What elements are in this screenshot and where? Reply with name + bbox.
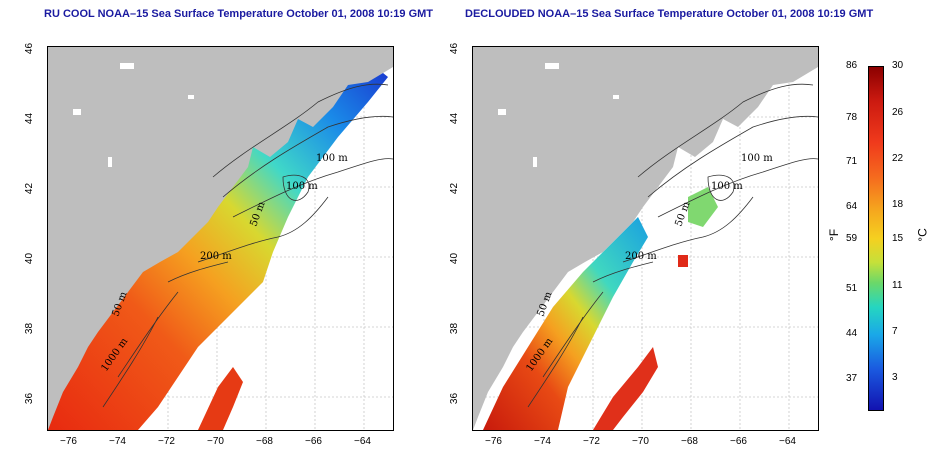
celsius-unit-label: °C: [915, 228, 930, 242]
x-tick-label: −68: [256, 436, 273, 447]
y-tick-label: 40: [24, 252, 36, 265]
celsius-tick: 18: [892, 199, 904, 210]
celsius-tick: 3: [892, 372, 898, 383]
celsius-tick: 30: [892, 60, 904, 71]
y-tick-label: 44: [449, 112, 461, 125]
y-tick-label: 38: [24, 322, 36, 335]
warm-eddy: [678, 255, 688, 267]
x-tick-label: −68: [681, 436, 698, 447]
fahrenheit-tick: 37: [846, 373, 858, 384]
contour-label-100m-north: 100 m: [741, 153, 773, 164]
temperature-colorbar: [868, 66, 884, 411]
lakes: [73, 63, 194, 167]
y-tick-label: 46: [24, 42, 36, 55]
x-tick-label: −72: [158, 436, 175, 447]
celsius-tick: 22: [892, 153, 904, 164]
offshore-warm-streak: [593, 347, 658, 430]
y-tick-label: 38: [449, 322, 461, 335]
left-map-title: RU COOL NOAA–15 Sea Surface Temperature …: [44, 8, 434, 20]
x-tick-label: −66: [730, 436, 747, 447]
raw-sst-map: 100 m 100 m 50 m 200 m 50 m 1000 m: [47, 46, 394, 431]
land-mass: [473, 47, 818, 430]
contour-label-200m: 200 m: [625, 251, 657, 262]
x-tick-label: −70: [207, 436, 224, 447]
x-tick-label: −70: [632, 436, 649, 447]
fahrenheit-tick: 64: [846, 201, 858, 212]
celsius-tick: 15: [892, 233, 904, 244]
x-tick-label: −76: [60, 436, 77, 447]
fahrenheit-tick: 51: [846, 283, 858, 294]
gulf-of-maine-patch: [688, 187, 718, 227]
bathymetry-contours: [527, 83, 818, 408]
sst-swath: [483, 217, 648, 430]
y-tick-label: 36: [449, 392, 461, 405]
x-tick-label: −74: [534, 436, 551, 447]
fahrenheit-unit-label: °F: [827, 228, 842, 242]
contour-label-100m-north: 100 m: [316, 153, 348, 164]
x-tick-label: −64: [354, 436, 371, 447]
contour-label-100m: 100 m: [711, 181, 743, 192]
offshore-warm-streak: [198, 367, 243, 430]
x-tick-label: −64: [779, 436, 796, 447]
contour-label-100m: 100 m: [286, 181, 318, 192]
x-tick-label: −74: [109, 436, 126, 447]
fahrenheit-tick: 78: [846, 112, 858, 123]
y-tick-label: 42: [449, 182, 461, 195]
celsius-tick: 11: [892, 280, 903, 291]
y-tick-label: 46: [449, 42, 461, 55]
sst-swath: [48, 69, 388, 430]
x-tick-label: −66: [305, 436, 322, 447]
celsius-tick: 26: [892, 107, 904, 118]
y-tick-label: 44: [24, 112, 36, 125]
right-map-title: DECLOUDED NOAA–15 Sea Surface Temperatur…: [465, 8, 874, 20]
fahrenheit-tick: 86: [846, 60, 858, 71]
fahrenheit-tick: 59: [846, 233, 858, 244]
x-tick-label: −72: [583, 436, 600, 447]
declouded-sst-map: 100 m 100 m 50 m 200 m 50 m 1000 m: [472, 46, 819, 431]
contour-label-200m: 200 m: [200, 251, 232, 262]
y-tick-label: 36: [24, 392, 36, 405]
fahrenheit-tick: 44: [846, 328, 858, 339]
land-mass: [48, 47, 393, 430]
y-tick-label: 42: [24, 182, 36, 195]
fahrenheit-tick: 71: [846, 156, 858, 167]
celsius-tick: 7: [892, 326, 898, 337]
lakes: [498, 63, 619, 167]
bathymetry-contours: [102, 83, 393, 408]
x-tick-label: −76: [485, 436, 502, 447]
y-tick-label: 40: [449, 252, 461, 265]
